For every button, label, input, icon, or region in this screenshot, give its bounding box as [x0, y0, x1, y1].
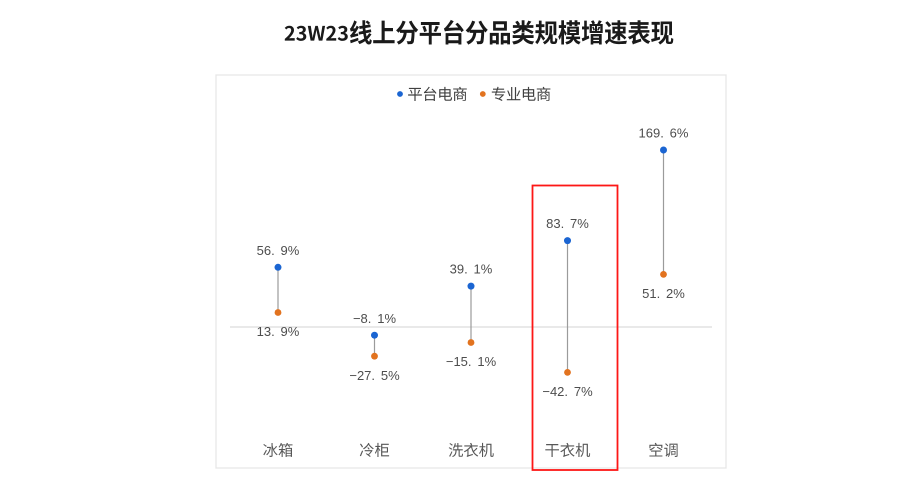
svg-text:−27. 5%: −27. 5%	[349, 368, 400, 383]
svg-text:83. 7%: 83. 7%	[546, 216, 589, 231]
svg-text:169. 6%: 169. 6%	[639, 126, 689, 141]
svg-text:51. 2%: 51. 2%	[642, 286, 685, 301]
svg-text:56. 9%: 56. 9%	[257, 243, 300, 258]
svg-text:13. 9%: 13. 9%	[257, 324, 300, 339]
svg-text:39. 1%: 39. 1%	[450, 262, 493, 277]
svg-text:−8. 1%: −8. 1%	[353, 311, 396, 326]
svg-text:−15. 1%: −15. 1%	[446, 354, 497, 369]
svg-text:−42. 7%: −42. 7%	[542, 384, 593, 399]
